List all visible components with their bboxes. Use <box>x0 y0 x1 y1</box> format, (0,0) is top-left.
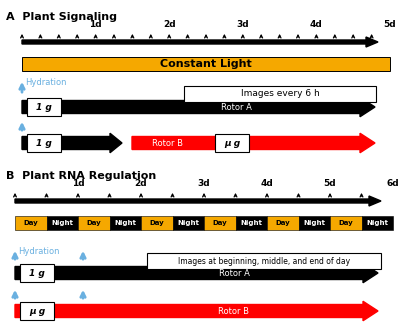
Text: 1d: 1d <box>72 179 84 188</box>
Text: Night: Night <box>177 220 199 226</box>
FancyBboxPatch shape <box>20 264 54 282</box>
Bar <box>298 216 330 230</box>
FancyBboxPatch shape <box>184 86 376 102</box>
Bar <box>330 216 362 230</box>
Text: 1d: 1d <box>89 20 102 29</box>
FancyArrow shape <box>15 263 378 283</box>
FancyArrow shape <box>15 196 381 206</box>
Text: B  Plant RNA Regulation: B Plant RNA Regulation <box>6 171 156 181</box>
Text: Rotor B: Rotor B <box>218 307 250 316</box>
Text: Day: Day <box>212 220 227 226</box>
FancyArrow shape <box>22 37 378 47</box>
FancyArrow shape <box>22 97 375 117</box>
Text: Day: Day <box>149 220 164 226</box>
Text: Hydration: Hydration <box>25 78 66 87</box>
Text: 1 g: 1 g <box>36 138 52 148</box>
Bar <box>46 216 78 230</box>
Bar <box>362 216 393 230</box>
Text: 1 g: 1 g <box>29 268 45 277</box>
Text: Night: Night <box>366 220 388 226</box>
FancyBboxPatch shape <box>147 253 381 269</box>
Text: 2d: 2d <box>163 20 176 29</box>
FancyArrow shape <box>132 133 375 153</box>
Text: Images at beginning, middle, and end of day: Images at beginning, middle, and end of … <box>178 257 350 265</box>
Bar <box>78 216 110 230</box>
Text: μ g: μ g <box>29 307 45 315</box>
Text: Day: Day <box>275 220 290 226</box>
Text: μ g: μ g <box>224 138 240 148</box>
Text: Day: Day <box>338 220 353 226</box>
Text: Rotor B: Rotor B <box>152 139 182 149</box>
Text: A  Plant Signaling: A Plant Signaling <box>6 12 117 22</box>
Text: Night: Night <box>240 220 262 226</box>
Text: 2d: 2d <box>135 179 147 188</box>
Text: 3d: 3d <box>236 20 249 29</box>
Text: 5d: 5d <box>324 179 336 188</box>
Bar <box>110 216 141 230</box>
Text: 4d: 4d <box>310 20 323 29</box>
Text: Hydration: Hydration <box>18 247 60 256</box>
Text: 6d: 6d <box>387 179 399 188</box>
Text: Rotor A: Rotor A <box>218 269 250 278</box>
FancyArrow shape <box>22 133 122 153</box>
Text: 3d: 3d <box>198 179 210 188</box>
FancyBboxPatch shape <box>20 302 54 320</box>
Bar <box>172 216 204 230</box>
Bar <box>204 216 236 230</box>
Bar <box>267 216 298 230</box>
Text: Night: Night <box>114 220 136 226</box>
Bar <box>15 216 46 230</box>
Text: Images every 6 h: Images every 6 h <box>241 89 319 99</box>
Text: Night: Night <box>51 220 73 226</box>
FancyBboxPatch shape <box>215 134 249 152</box>
Bar <box>141 216 172 230</box>
Text: 5d: 5d <box>384 20 396 29</box>
Text: Day: Day <box>86 220 101 226</box>
FancyBboxPatch shape <box>27 134 61 152</box>
Text: 4d: 4d <box>261 179 273 188</box>
Text: Day: Day <box>23 220 38 226</box>
Bar <box>22 57 390 71</box>
Text: Rotor A: Rotor A <box>220 104 252 113</box>
Text: 1 g: 1 g <box>36 103 52 112</box>
Text: Night: Night <box>303 220 325 226</box>
FancyBboxPatch shape <box>27 98 61 116</box>
FancyArrow shape <box>15 301 378 321</box>
Text: Constant Light: Constant Light <box>160 59 252 69</box>
Bar <box>236 216 267 230</box>
